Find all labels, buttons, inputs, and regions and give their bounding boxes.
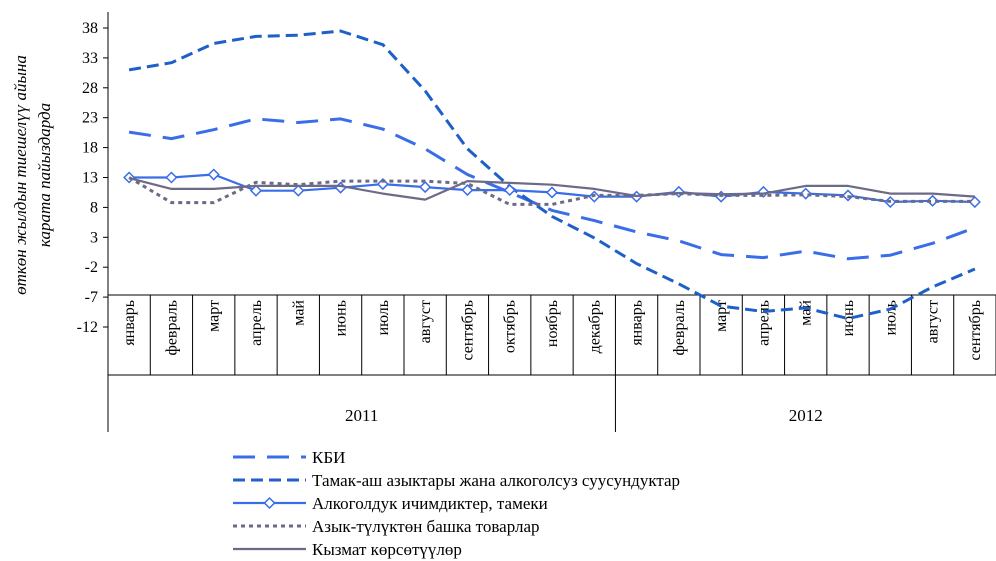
x-category-label: ноябрь [544,300,561,347]
x-category-label: декабрь [586,300,603,353]
x-category-label: июнь [333,300,350,336]
y-tick-label: -12 [77,319,98,336]
y-tick-label: 38 [82,20,98,37]
legend-marker [265,498,275,508]
y-tick-label: 28 [82,80,98,97]
x-category-label: июль [375,300,392,335]
x-category-label: март [206,300,223,332]
legend-label: Азык-түлүктөн башка товарлар [312,517,540,536]
legend-label: Тамак-аш азыктары жана алкоголсуз суусун… [312,471,680,490]
y-tick-label: 33 [82,50,98,67]
x-category-label: февраль [163,300,180,356]
x-category-label: сентябрь [459,300,476,361]
x-category-label: август [925,300,942,343]
series-point [674,187,684,197]
x-year-label: 2011 [345,406,378,425]
x-category-label: апрель [248,300,265,346]
x-category-label: май [798,300,815,326]
series-3 [124,170,980,208]
y-tick-labels: 38 33 28 23 18 13 8 3 -2 -7 -12 [77,20,98,336]
series-2 [129,31,975,319]
x-category-label: январь [121,300,138,346]
x-category-label: октябрь [502,300,519,353]
legend-label: Кызмат көрсөтүүлөр [312,540,462,559]
series-point [420,182,430,192]
legend-label: КБИ [312,448,345,467]
y-tick-label: -2 [85,259,98,276]
x-category-label: февраль [671,300,688,356]
series-point [293,186,303,196]
x-category-label: апрель [755,300,772,346]
x-category-label: август [417,300,434,343]
x-category-labels: январь февраль март апрель май июнь июль август… [121,300,984,361]
x-year-label: 2012 [789,406,823,425]
series-point [547,187,557,197]
series-point [505,185,515,195]
y-axis-label: өткөн жылдын тиешелүү айына карата пайыз… [11,55,54,295]
axes [103,12,996,432]
x-year-labels: 2011 2012 [345,406,823,425]
x-category-label: сентябрь [967,300,984,361]
legend: КБИ Тамак-аш азыктары жана алкоголсуз суу… [233,448,680,559]
y-axis-label-line-1: өткөн жылдын тиешелүү айына [11,55,30,295]
y-tick-label: 18 [82,140,98,157]
x-category-label: январь [629,300,646,346]
series-point [166,173,176,183]
y-tick-label: 8 [90,199,98,216]
series-lines [124,31,980,319]
series-point [970,197,980,207]
y-axis-label-line-2: карата пайыздарда [35,103,54,247]
y-tick-label: -7 [85,289,98,306]
y-tick-label: 3 [90,229,98,246]
series-point [336,183,346,193]
series-line [129,31,975,319]
x-category-label: май [290,300,307,326]
y-tick-label: 23 [82,110,98,127]
series-point [209,170,219,180]
y-tick-label: 13 [82,170,98,187]
legend-label: Алкоголдук ичимдиктер, тамеки [312,494,548,513]
